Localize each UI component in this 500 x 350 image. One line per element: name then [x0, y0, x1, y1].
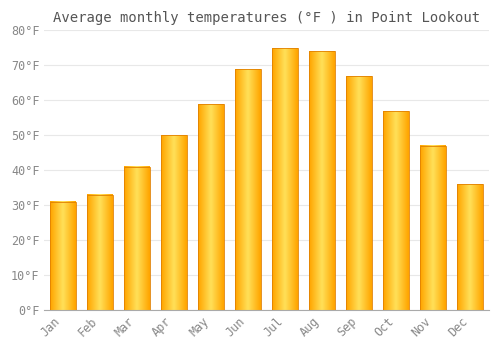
Title: Average monthly temperatures (°F ) in Point Lookout: Average monthly temperatures (°F ) in Po…: [53, 11, 480, 25]
Bar: [50, 202, 76, 310]
Bar: [384, 111, 409, 310]
Bar: [458, 184, 483, 310]
Bar: [198, 104, 224, 310]
Bar: [87, 195, 113, 310]
Bar: [235, 69, 261, 310]
Bar: [272, 48, 298, 310]
Bar: [346, 76, 372, 310]
Bar: [420, 146, 446, 310]
Bar: [310, 51, 335, 310]
Bar: [124, 167, 150, 310]
Bar: [161, 135, 187, 310]
